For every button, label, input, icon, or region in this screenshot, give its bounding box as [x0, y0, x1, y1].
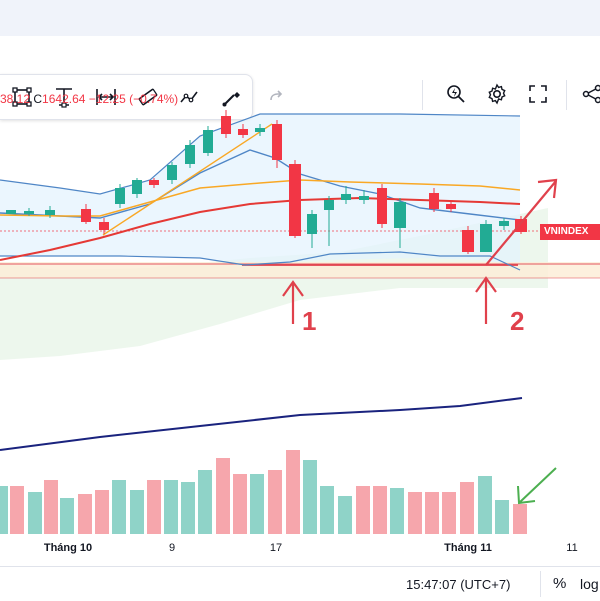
- legend-close-value: 1642.64: [42, 92, 85, 106]
- annotation-label-2: 2: [510, 306, 524, 336]
- time-tick: 11: [566, 542, 577, 554]
- time-tick: Tháng 11: [444, 542, 492, 554]
- top-strip: [0, 0, 600, 36]
- volume-bars: [0, 450, 527, 534]
- percent-toggle[interactable]: %: [553, 575, 566, 592]
- status-separator: [540, 571, 541, 597]
- volume-arrow: [518, 468, 556, 503]
- time-tick: 9: [169, 542, 175, 554]
- chart-canvas[interactable]: 1 2: [0, 88, 600, 536]
- symbol-price-badge: VNINDEX: [540, 224, 600, 240]
- legend-change: −12.25 (−0.74%): [89, 92, 178, 106]
- time-tick: 17: [270, 542, 282, 554]
- annotation-label-1: 1: [302, 306, 316, 336]
- log-toggle[interactable]: log: [580, 576, 599, 592]
- time-tick: Tháng 10: [44, 542, 92, 554]
- ohlc-legend: 38.12 C1642.64 −12.25 (−0.74%): [0, 92, 178, 106]
- chart-toolbar: [0, 36, 600, 84]
- status-bar: 15:47:07 (UTC+7) % log: [0, 566, 600, 601]
- legend-value-partial: 38.12: [0, 92, 30, 106]
- time-axis[interactable]: Tháng 10 9 17 Tháng 11 11: [0, 536, 548, 560]
- legend-close-label: C: [33, 92, 42, 106]
- ma-long: [0, 398, 522, 450]
- clock[interactable]: 15:47:07 (UTC+7): [406, 577, 510, 592]
